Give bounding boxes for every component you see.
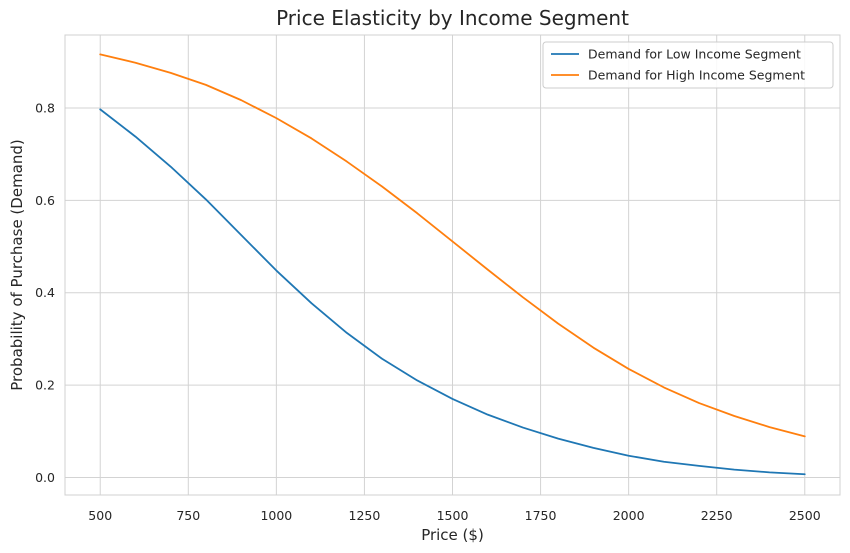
y-tick-label: 0.6: [35, 193, 55, 208]
legend-label-2: Demand for High Income Segment: [588, 68, 805, 83]
series-layer: [99, 53, 806, 476]
x-tick-label: 1750: [525, 508, 557, 523]
x-tick-label: 1000: [260, 508, 292, 523]
legend-box: [542, 41, 834, 89]
x-axis-ticks: 500 750 1000 1250 1500 1750 2000 2250 2500: [88, 508, 820, 523]
y-axis-label: Probability of Purchase (Demand): [8, 139, 26, 390]
grid: [65, 35, 840, 495]
x-axis-label: Price ($): [421, 526, 484, 544]
series-line-2: [99, 53, 806, 438]
x-tick-label: 750: [176, 508, 200, 523]
y-tick-label: 0.8: [35, 100, 55, 115]
legend: Demand for Low Income Segment Demand for …: [542, 41, 834, 89]
x-tick-label: 2250: [701, 508, 733, 523]
legend-label-1: Demand for Low Income Segment: [588, 47, 801, 62]
y-tick-label: 0.0: [35, 470, 55, 485]
x-tick-label: 1500: [437, 508, 469, 523]
series-line-1: [99, 108, 806, 476]
x-tick-label: 500: [88, 508, 112, 523]
x-tick-label: 2000: [613, 508, 645, 523]
y-axis-ticks: 0.0 0.2 0.4 0.6 0.8: [35, 100, 55, 484]
y-tick-label: 0.4: [35, 285, 55, 300]
y-tick-label: 0.2: [35, 378, 55, 393]
x-tick-label: 1250: [349, 508, 381, 523]
x-tick-label: 2500: [789, 508, 821, 523]
chart-title: Price Elasticity by Income Segment: [276, 6, 629, 30]
plot-frame: [64, 34, 841, 496]
